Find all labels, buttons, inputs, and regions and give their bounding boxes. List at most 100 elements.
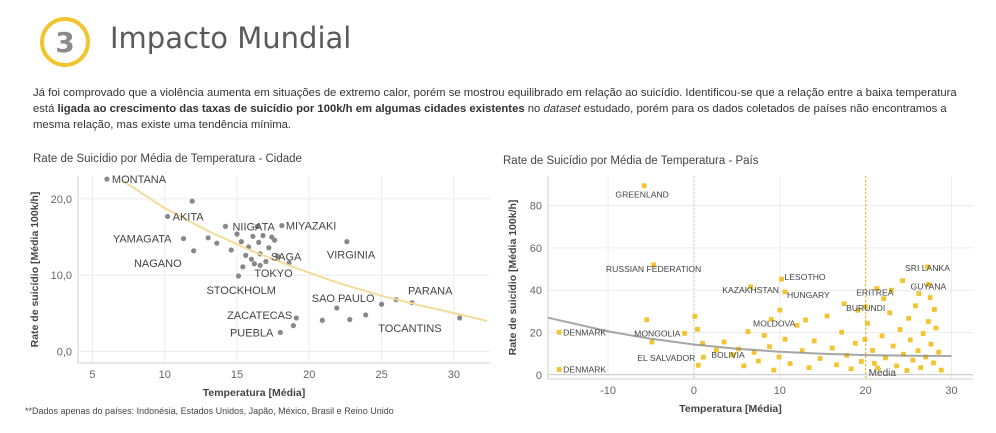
data-point [761,333,767,338]
data-point [274,253,281,259]
x-tick-label: 10 [774,385,786,397]
data-point [925,319,931,324]
y-tick-label: 0,0 [57,347,72,359]
data-point [863,304,869,310]
data-point [824,313,830,319]
data-point [855,307,861,313]
point-label: PUEBLA [230,327,274,339]
point-label: SAGA [271,252,302,264]
intro-text-part2: no [524,103,544,115]
data-point [701,354,706,360]
point-label: SAO PAULO [312,293,375,305]
data-point [910,357,916,363]
data-point [694,326,700,332]
x-tick-label: 25 [375,369,387,381]
data-point [839,329,845,335]
data-point [779,276,784,282]
point-label: RUSSIAN FEDERATION [606,264,701,274]
data-point [644,317,650,323]
data-point [695,362,701,368]
data-point [222,223,229,229]
data-point [883,355,888,361]
data-point [741,363,747,369]
y-tick-label: 20,0 [51,194,72,206]
data-point [556,329,562,335]
data-point [858,359,864,364]
data-point [713,347,719,353]
y-tick-label: 80 [530,201,542,213]
data-point [906,315,912,321]
data-point [931,307,937,312]
data-point [260,232,266,239]
data-point [243,252,249,258]
data-point [787,361,793,366]
data-point [904,368,910,373]
city-chart-title: Rate de Suicídio por Média de Temperatur… [33,153,302,165]
data-point [916,291,922,296]
data-point [228,247,234,253]
data-point [248,256,255,262]
y-tick-label: 20 [530,327,542,339]
footnote: **Dados apenas do países: Indonésia, Est… [25,406,394,416]
data-point [556,367,562,372]
data-point [649,339,655,345]
data-point [901,351,906,357]
point-label: PARANA [408,286,453,298]
data-point [811,338,817,344]
data-point [755,358,761,364]
point-label: STOCKHOLM [206,285,275,297]
data-point [881,296,887,302]
point-label: EL SALVADOR [637,353,695,363]
point-label: BOLIVIA [711,350,745,360]
point-label: TOKYO [254,268,293,280]
data-point [344,239,350,245]
data-point [782,336,788,342]
data-point [841,301,847,307]
data-point [874,286,880,291]
point-label: NAGANO [134,258,182,270]
data-point [700,341,705,346]
y-axis-title: Rate de suicídio [Média 100k/h] [507,200,519,356]
y-tick-label: 60 [530,243,542,255]
x-tick-label: 20 [860,385,872,397]
point-label: GUYANA [911,281,947,291]
country-scatter-chart: -10 0 10 20 30 0 20 40 60 80 Temperatura [Média] Ra… [507,176,973,415]
data-point [751,349,757,355]
data-point [165,213,171,220]
data-point [266,245,272,251]
x-tick-label: -10 [600,385,616,397]
data-point [900,278,905,284]
data-point [938,367,944,373]
point-label: SRI LANKA [905,263,950,273]
data-point [889,287,894,293]
data-point [257,262,263,268]
data-point [254,223,260,229]
intro-text-italic: dataset [543,103,581,115]
point-label: BURUNDI [846,303,885,313]
data-point [927,295,933,300]
data-point [890,343,896,349]
point-label: VIRGINIA [327,250,376,262]
data-point [862,337,868,342]
header: 3 Impacto Mundial [40,17,560,71]
x-tick-label: 5 [89,369,95,381]
data-point [363,312,369,318]
data-point [234,231,240,237]
intro-text-part3: estudado, porém para os dados coletados … [33,103,947,131]
data-point [806,365,812,370]
data-point [768,316,774,322]
data-point [347,316,353,323]
data-point [263,258,269,265]
data-point [817,356,823,361]
point-label: GREENLAND [615,190,668,200]
data-point [745,329,751,335]
data-point [925,282,931,287]
data-point [180,235,187,242]
data-point [272,237,278,243]
data-point [191,248,197,254]
data-point [829,345,835,351]
point-label: DENMARK [563,364,606,374]
intro-text-part1: Já foi comprovado que a violência aument… [33,87,957,115]
point-label: LESOTHO [785,272,826,282]
data-point [290,323,296,329]
